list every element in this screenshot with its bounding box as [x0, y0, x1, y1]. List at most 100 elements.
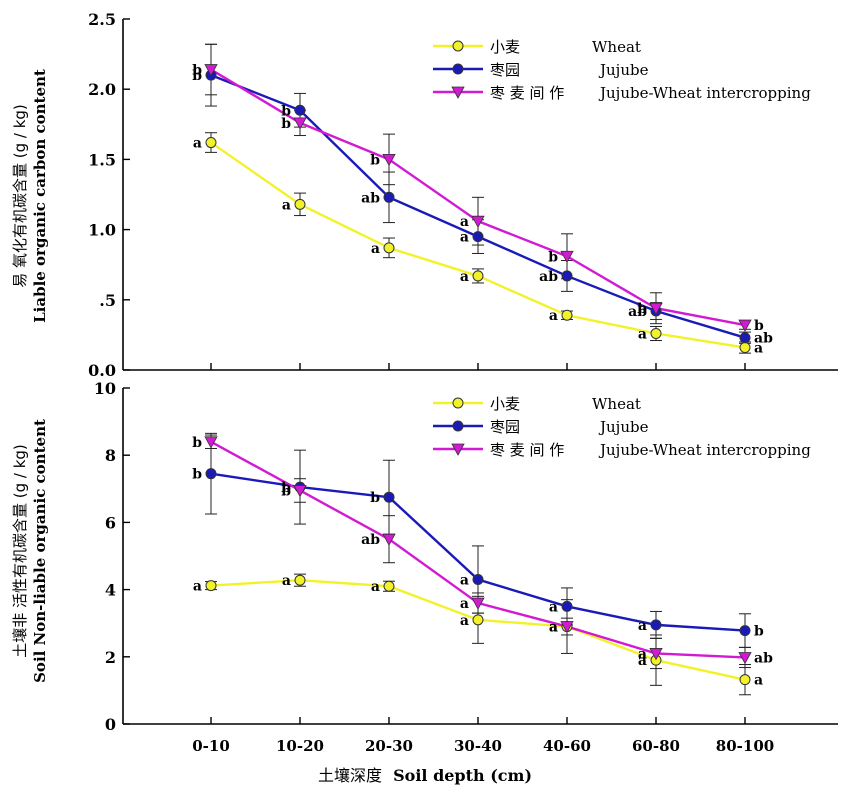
- data-point: [382, 153, 396, 167]
- data-point: [739, 342, 751, 354]
- legend-label: Wheat: [592, 38, 641, 56]
- data-point: [472, 270, 484, 282]
- bottom-legend: 小麦 Wheat 枣园 Jujube 枣 麦 间 作 Jujube-Wheat inter…: [433, 395, 811, 459]
- top-y-tick-label: 2.0: [88, 80, 116, 99]
- top-y-tick-label: 0.0: [88, 361, 116, 380]
- data-point: [205, 468, 217, 480]
- significance-label: a: [754, 341, 763, 357]
- top-series-3-markers: [204, 64, 752, 332]
- bottom-y-tick-label: 2: [105, 648, 116, 667]
- significance-label: b: [281, 103, 291, 119]
- significance-label: b: [192, 435, 202, 451]
- data-point: [560, 250, 574, 264]
- bottom-y-axis-title-en: Soil Non-liable organic content: [30, 419, 49, 683]
- legend-label: Jujube: [598, 61, 649, 79]
- legend-label: Jujube-Wheat intercropping: [598, 84, 811, 102]
- legend-label: Wheat: [592, 395, 641, 413]
- x-tick-label: 20-30: [365, 737, 413, 755]
- top-y-tick-label: .5: [99, 291, 116, 310]
- data-point: [382, 533, 396, 547]
- data-point: [472, 574, 484, 586]
- significance-label: a: [460, 269, 469, 285]
- top-series-1-markers: [205, 137, 751, 354]
- bottom-y-axis-title-zh: 土壤非 活性有机碳含量 (g / kg): [10, 444, 29, 658]
- significance-label: a: [549, 599, 558, 615]
- significance-label: b: [754, 318, 764, 334]
- x-axis-title: 土壤深度 Soil depth (cm): [0, 762, 850, 786]
- significance-label: ab: [754, 331, 773, 347]
- significance-label: a: [638, 618, 647, 634]
- legend-marker: [452, 40, 464, 52]
- top-legend: 小麦 Wheat 枣园 Jujube 枣 麦 间 作 Jujube-Wheat inter…: [433, 38, 811, 102]
- data-point: [294, 198, 306, 210]
- bottom-series-3-markers: [204, 436, 752, 665]
- data-point: [293, 117, 307, 130]
- bottom-y-tick-label: 8: [105, 446, 116, 465]
- significance-label: a: [460, 573, 469, 589]
- data-point: [649, 302, 663, 316]
- legend-label: Jujube-Wheat intercropping: [598, 441, 811, 459]
- significance-label: b: [281, 480, 291, 496]
- bottom-panel: 0 2 4 6 8 10 0-10 10-20 20-30 30-40 40-60 60-80 80-1…: [94, 379, 838, 755]
- data-point: [383, 491, 395, 503]
- x-tick-label: 10-20: [276, 737, 324, 755]
- bottom-y-tick-label: 10: [94, 379, 116, 398]
- data-point: [205, 580, 217, 592]
- data-point: [650, 619, 662, 631]
- data-point: [560, 621, 574, 634]
- data-point: [472, 614, 484, 626]
- data-point: [738, 319, 752, 332]
- data-point: [561, 600, 573, 612]
- significance-label: a: [371, 579, 380, 595]
- significance-label: a: [638, 653, 647, 669]
- significance-label: a: [460, 230, 469, 246]
- top-y-tick-label: 1.5: [88, 150, 116, 169]
- legend-marker: [452, 420, 464, 432]
- significance-label: a: [193, 136, 202, 152]
- significance-label: a: [282, 573, 291, 589]
- data-point: [471, 215, 485, 229]
- legend-label: Jujube: [598, 418, 649, 436]
- significance-label: a: [549, 620, 558, 636]
- x-tick-label: 40-60: [543, 737, 591, 755]
- data-point: [739, 625, 751, 637]
- significance-label: a: [754, 673, 763, 689]
- top-y-tick-label: 2.5: [88, 10, 116, 29]
- significance-label: ab: [361, 532, 380, 548]
- legend-label-zh: 枣园: [490, 61, 520, 79]
- bottom-y-axis-title: 土壤非 活性有机碳含量 (g / kg) Soil Non-liable org…: [10, 419, 50, 683]
- bottom-y-tick-label: 6: [105, 513, 116, 532]
- top-y-axis-title-en: Liable organic carbon content: [30, 69, 49, 323]
- data-point: [383, 242, 395, 254]
- significance-label: a: [549, 308, 558, 324]
- significance-label: a: [282, 197, 291, 213]
- significance-label: a: [638, 646, 647, 662]
- significance-label: a: [460, 596, 469, 612]
- data-point: [205, 137, 217, 149]
- significance-label: b: [192, 68, 202, 84]
- data-point: [739, 332, 751, 344]
- significance-label: a: [638, 326, 647, 342]
- legend-label-zh: 枣 麦 间 作: [490, 441, 564, 459]
- significance-label: ab: [361, 190, 380, 206]
- data-point: [738, 652, 752, 665]
- data-point: [650, 327, 662, 339]
- significance-label: b: [548, 249, 558, 265]
- significance-label: b: [192, 467, 202, 483]
- legend-marker: [452, 397, 464, 409]
- x-tick-label: 60-80: [632, 737, 680, 755]
- bottom-y-tick-label: 0: [105, 715, 116, 734]
- significance-label: b: [192, 63, 202, 79]
- legend-marker: [451, 443, 465, 456]
- significance-label: ab: [754, 650, 773, 666]
- significance-label: b: [281, 483, 291, 499]
- bottom-y-tick-label: 4: [105, 581, 116, 600]
- data-point: [649, 648, 663, 661]
- significance-label: a: [549, 620, 558, 636]
- top-panel: 0.0.51.01.52.02.5aaaaaaabbabaabababbbbab…: [88, 10, 838, 380]
- top-y-axis-title-zh: 易 氧化有机碳含量 (g / kg): [10, 104, 29, 288]
- significance-label: b: [370, 490, 380, 506]
- x-tick-label: 0-10: [192, 737, 230, 755]
- data-point: [739, 674, 751, 686]
